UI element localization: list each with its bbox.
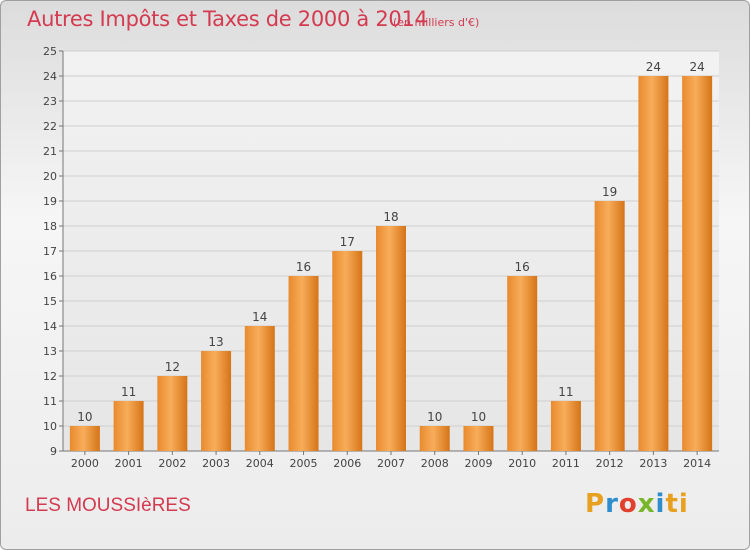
y-tick-label: 13 (43, 345, 57, 358)
bar (376, 226, 406, 451)
y-tick-label: 10 (43, 420, 57, 433)
bar-value-label: 14 (252, 310, 267, 324)
bar-value-label: 12 (165, 360, 180, 374)
chart-subtitle: (en milliers d'€) (393, 16, 480, 29)
bar-value-label: 10 (427, 410, 442, 424)
x-tick-label: 2006 (333, 457, 361, 470)
y-tick-label: 15 (43, 295, 57, 308)
bar (507, 276, 538, 451)
bar-value-label: 10 (471, 410, 486, 424)
bar (244, 326, 275, 451)
bar-value-label: 10 (77, 410, 92, 424)
x-tick-label: 2005 (290, 457, 318, 470)
bar (463, 426, 494, 451)
bar (594, 201, 625, 451)
y-tick-label: 14 (43, 320, 57, 333)
bar (157, 376, 188, 451)
y-tick-label: 16 (43, 270, 57, 283)
bar-value-label: 16 (296, 260, 311, 274)
y-tick-label: 20 (43, 170, 57, 183)
bar (638, 76, 669, 451)
bar (550, 401, 581, 451)
x-tick-label: 2004 (246, 457, 274, 470)
y-tick-label: 17 (43, 245, 57, 258)
place-name: LES MOUSSIèRES (25, 495, 191, 516)
y-tick-label: 18 (43, 220, 57, 233)
bar-value-label: 13 (208, 335, 223, 349)
x-tick-label: 2013 (639, 457, 667, 470)
bar-value-label: 16 (515, 260, 530, 274)
y-tick-label: 9 (50, 445, 57, 458)
bar (332, 251, 363, 451)
x-tick-label: 2009 (464, 457, 492, 470)
bar-value-label: 24 (646, 60, 661, 74)
y-tick-label: 23 (43, 95, 57, 108)
bar (682, 76, 713, 451)
x-tick-label: 2011 (552, 457, 580, 470)
bar-value-label: 19 (602, 185, 617, 199)
bar-value-label: 24 (689, 60, 704, 74)
x-tick-label: 2007 (377, 457, 405, 470)
x-tick-label: 2002 (158, 457, 186, 470)
x-tick-label: 2003 (202, 457, 230, 470)
y-tick-label: 25 (43, 45, 57, 58)
chart-title: Autres Impôts et Taxes de 2000 à 2014 (27, 7, 428, 31)
x-tick-label: 2010 (508, 457, 536, 470)
bar-value-label: 11 (121, 385, 136, 399)
bar (419, 426, 450, 451)
bar (113, 401, 144, 451)
x-tick-label: 2008 (421, 457, 449, 470)
x-tick-label: 2014 (683, 457, 711, 470)
x-tick-label: 2000 (71, 457, 99, 470)
x-tick-label: 2001 (115, 457, 143, 470)
x-tick-label: 2012 (596, 457, 624, 470)
y-tick-label: 21 (43, 145, 57, 158)
bar-value-label: 17 (340, 235, 355, 249)
y-tick-label: 24 (43, 70, 57, 83)
bar (201, 351, 232, 451)
proxiti-logo: Proxiti (585, 489, 689, 519)
y-tick-label: 22 (43, 120, 57, 133)
y-tick-label: 12 (43, 370, 57, 383)
bar (69, 426, 100, 451)
bar-value-label: 18 (383, 210, 398, 224)
y-tick-label: 11 (43, 395, 57, 408)
y-tick-label: 19 (43, 195, 57, 208)
bar-value-label: 11 (558, 385, 573, 399)
bar (288, 276, 319, 451)
